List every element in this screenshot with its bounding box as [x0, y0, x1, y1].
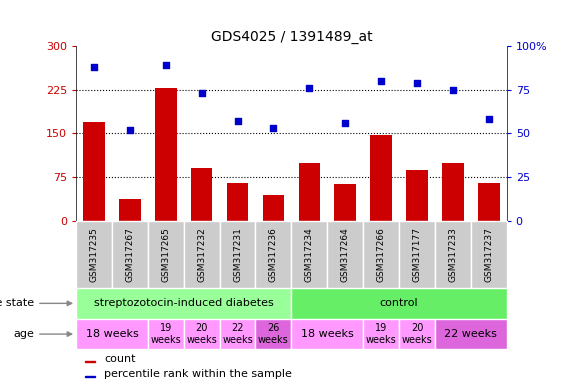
Bar	[148, 221, 184, 288]
Text: GSM317237: GSM317237	[484, 227, 493, 282]
Bar	[478, 183, 499, 221]
Text: GSM317234: GSM317234	[305, 227, 314, 282]
Text: 18 weeks: 18 weeks	[301, 329, 354, 339]
Text: GSM317267: GSM317267	[126, 227, 135, 282]
Text: 20
weeks: 20 weeks	[401, 323, 432, 345]
Point	[269, 125, 278, 131]
Point	[341, 120, 350, 126]
Point	[448, 87, 457, 93]
Text: 20
weeks: 20 weeks	[186, 323, 217, 345]
Bar	[370, 135, 392, 221]
Bar	[399, 221, 435, 288]
Text: 22 weeks: 22 weeks	[444, 329, 497, 339]
Text: GSM317233: GSM317233	[448, 227, 457, 282]
Point	[126, 127, 135, 133]
Point	[90, 64, 99, 70]
Text: 18 weeks: 18 weeks	[86, 329, 138, 339]
Text: 19
weeks: 19 weeks	[366, 323, 396, 345]
Text: percentile rank within the sample: percentile rank within the sample	[104, 369, 292, 379]
Bar	[406, 170, 428, 221]
Bar	[399, 319, 435, 349]
Text: count: count	[104, 354, 136, 364]
Text: GSM317265: GSM317265	[161, 227, 170, 282]
Text: 22
weeks: 22 weeks	[222, 323, 253, 345]
Text: streptozotocin-induced diabetes: streptozotocin-induced diabetes	[94, 298, 274, 308]
Text: GSM317236: GSM317236	[269, 227, 278, 282]
Point	[413, 80, 422, 86]
Title: GDS4025 / 1391489_at: GDS4025 / 1391489_at	[211, 30, 372, 44]
Bar	[292, 221, 327, 288]
Bar	[442, 162, 463, 221]
Text: GSM317266: GSM317266	[377, 227, 386, 282]
Point	[484, 116, 493, 122]
Bar	[292, 319, 363, 349]
Text: GSM317264: GSM317264	[341, 227, 350, 282]
Bar	[227, 183, 248, 221]
Text: age: age	[14, 329, 72, 339]
Text: 19
weeks: 19 weeks	[150, 323, 181, 345]
Bar	[256, 319, 292, 349]
Text: GSM317177: GSM317177	[413, 227, 422, 282]
Bar	[471, 221, 507, 288]
Text: control: control	[379, 298, 418, 308]
Bar	[112, 221, 148, 288]
Text: GSM317232: GSM317232	[197, 227, 206, 282]
Point	[305, 85, 314, 91]
Bar	[184, 221, 220, 288]
Bar	[298, 162, 320, 221]
Bar	[363, 319, 399, 349]
Bar	[83, 122, 105, 221]
Bar	[363, 221, 399, 288]
Point	[233, 118, 242, 124]
Bar	[334, 184, 356, 221]
Bar	[76, 288, 292, 319]
Point	[197, 90, 206, 96]
Bar	[435, 221, 471, 288]
Bar	[292, 288, 507, 319]
Bar	[76, 319, 148, 349]
Point	[161, 62, 170, 68]
Text: GSM317235: GSM317235	[90, 227, 99, 282]
Bar	[76, 221, 112, 288]
Bar	[327, 221, 363, 288]
Bar	[84, 376, 95, 377]
Bar	[435, 319, 507, 349]
Bar	[155, 88, 177, 221]
Text: 26
weeks: 26 weeks	[258, 323, 289, 345]
Bar	[220, 319, 256, 349]
Text: GSM317231: GSM317231	[233, 227, 242, 282]
Bar	[191, 169, 212, 221]
Bar	[84, 361, 95, 362]
Bar	[148, 319, 184, 349]
Bar	[256, 221, 292, 288]
Bar	[262, 195, 284, 221]
Point	[377, 78, 386, 84]
Text: disease state: disease state	[0, 298, 72, 308]
Bar	[220, 221, 256, 288]
Bar	[184, 319, 220, 349]
Bar	[119, 199, 141, 221]
